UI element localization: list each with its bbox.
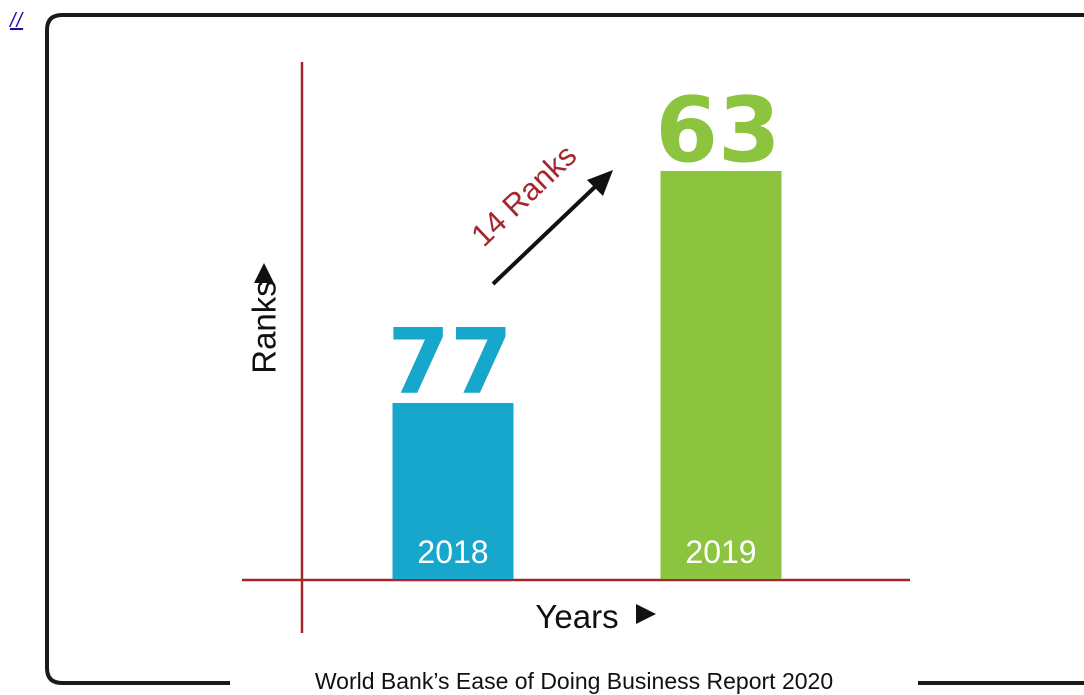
value-label-2019: 63 <box>655 78 780 183</box>
category-label-2019: 2019 <box>685 534 756 570</box>
chart-caption: World Bank’s Ease of Doing Business Repo… <box>234 668 914 695</box>
corner-link[interactable]: // <box>10 10 24 32</box>
improvement-arrow <box>491 182 600 286</box>
annotation-label: 14 Ranks <box>464 138 583 254</box>
bar-2018 <box>392 403 514 579</box>
bar-2019 <box>660 171 782 580</box>
x-axis-label: Years <box>535 598 618 635</box>
x-axis-arrow-icon <box>636 604 656 624</box>
y-axis-arrow-icon <box>254 263 274 283</box>
improvement-arrow-head-icon <box>587 170 613 196</box>
category-label-2018: 2018 <box>417 534 488 570</box>
frame-border <box>45 13 1084 685</box>
value-label-2018: 77 <box>387 310 512 415</box>
y-axis-label: Ranks <box>246 280 283 374</box>
